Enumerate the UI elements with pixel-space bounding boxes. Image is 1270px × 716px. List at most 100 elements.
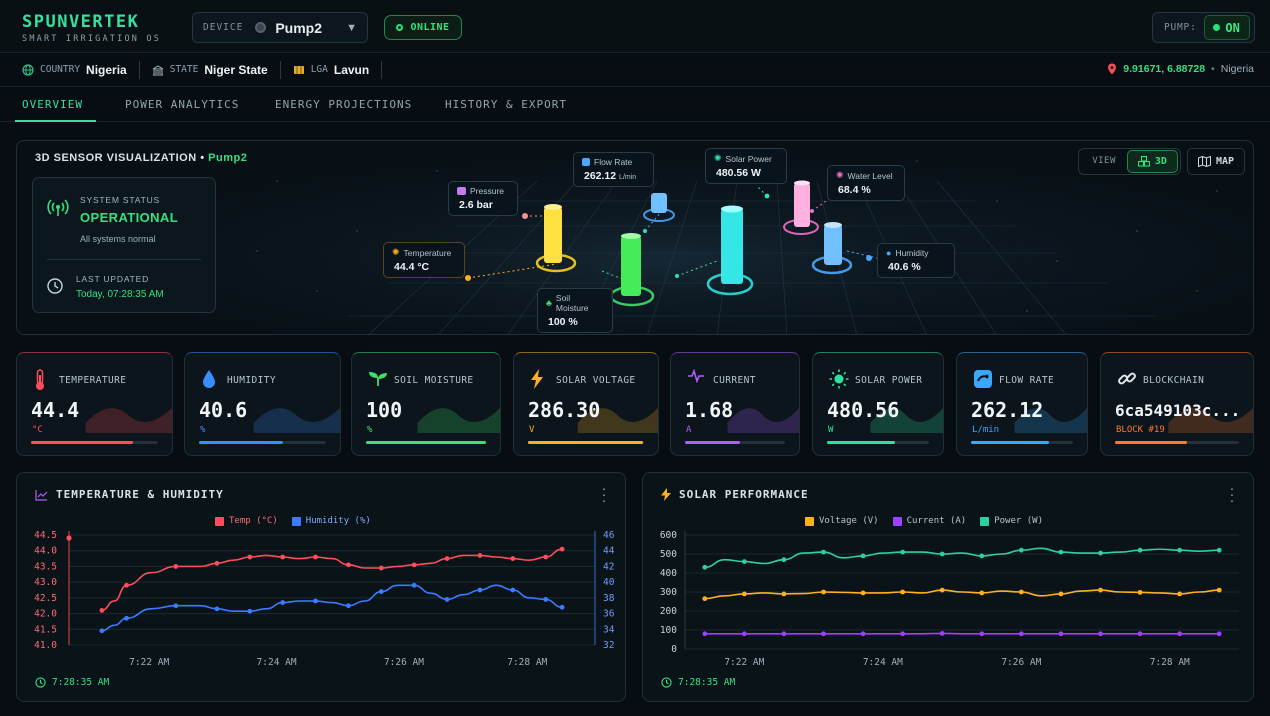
solar-performance-chart-panel: SOLAR PERFORMANCE · · · Voltage (V) Curren… <box>642 472 1254 702</box>
metric-progress-bar <box>528 441 644 444</box>
lightning-icon <box>530 369 544 394</box>
data-point <box>900 549 906 555</box>
data-point <box>1018 631 1024 637</box>
sensor-label-solar-power[interactable]: ✺ Solar Power 480.56 W <box>705 148 787 184</box>
data-point <box>124 582 129 588</box>
state-label: STATE <box>169 64 199 75</box>
data-point <box>173 603 179 609</box>
x-tick-label: 7:26 AM <box>1001 657 1041 668</box>
metric-card-solar-power[interactable]: SOLAR POWER 480.56 W <box>812 352 944 456</box>
clock-icon <box>661 677 672 688</box>
data-point <box>900 589 906 595</box>
legend-item[interactable]: Temp (°C) <box>215 516 278 526</box>
data-point <box>543 554 549 560</box>
solar-performance-plot[interactable]: 600 500 400 300 200 100 0 7:22 AM 7:24 AM 7:26 AM… <box>643 473 1255 703</box>
view-map-label: MAP <box>1215 155 1234 167</box>
connection-status-badge: ONLINE <box>384 15 462 40</box>
metric-card-humidity[interactable]: HUMIDITY 40.6 % <box>184 352 341 456</box>
metric-card-soil-moisture[interactable]: SOIL MOISTURE 100 % <box>351 352 501 456</box>
more-options-icon[interactable]: · · · <box>1229 480 1235 508</box>
data-point <box>741 591 747 597</box>
metric-value: 6ca549103c... <box>1115 401 1241 420</box>
view-map-button[interactable]: MAP <box>1186 147 1245 175</box>
y-left-tick-label: 42.0 <box>34 609 57 620</box>
data-point <box>1216 587 1222 593</box>
legend-item[interactable]: Power (W) <box>980 516 1043 526</box>
data-point <box>939 587 945 593</box>
y-left-tick-label: 44.5 <box>34 530 57 541</box>
data-point <box>444 556 450 561</box>
map-icon <box>1197 155 1211 167</box>
data-point <box>1018 547 1024 553</box>
sensor-label-soil-moisture[interactable]: ♣ Soil Moisture 100 % <box>537 288 613 333</box>
legend-item[interactable]: Humidity (%) <box>291 516 371 526</box>
chart-title: TEMPERATURE & HUMIDITY <box>35 488 224 501</box>
link-icon <box>1117 369 1137 394</box>
card-sparkline <box>870 408 943 433</box>
tab-power-analytics[interactable]: POWER ANALYTICS <box>125 98 240 111</box>
data-point <box>860 590 866 596</box>
flow-icon <box>582 158 590 166</box>
tab-history-export[interactable]: HISTORY & EXPORT <box>445 98 567 111</box>
device-select[interactable]: DEVICE Pump2 ▼ <box>192 12 368 43</box>
system-status-value: OPERATIONAL <box>80 210 179 225</box>
sensor-label-humidity[interactable]: ● Humidity 40.6 % <box>877 243 955 278</box>
data-point <box>821 549 826 555</box>
pump-label: PUMP: <box>1164 22 1197 33</box>
map-icon <box>293 65 304 74</box>
metric-unit: % <box>200 425 206 435</box>
chart-title: SOLAR PERFORMANCE <box>661 488 809 501</box>
last-updated-value: Today, 07:28:35 AM <box>76 289 164 300</box>
sensor-label-flow-rate[interactable]: Flow Rate 262.12 L/min <box>573 152 654 187</box>
tab-overview[interactable]: OVERVIEW <box>15 88 96 122</box>
legend-item[interactable]: Voltage (V) <box>805 516 879 526</box>
x-tick-label: 7:24 AM <box>257 657 297 668</box>
view-3d-button[interactable]: 3D <box>1126 149 1178 173</box>
gauge-icon <box>457 187 466 195</box>
sensor-label-temperature[interactable]: ✺ Temperature 44.4 °C <box>383 242 465 278</box>
data-point <box>173 564 179 569</box>
metric-progress-bar <box>199 441 326 444</box>
chart-timestamp: 7:28:35 AM <box>661 677 735 688</box>
data-point <box>280 554 286 560</box>
metric-card-flow-rate[interactable]: FLOW RATE 262.12 L/min <box>956 352 1088 456</box>
temperature-humidity-plot[interactable]: 44.5 44.0 43.5 43.0 42.5 42.0 41.5 41.0 46 44 42 40… <box>17 473 627 703</box>
x-tick-label: 7:22 AM <box>724 657 764 668</box>
data-point <box>1058 549 1064 555</box>
metric-progress-bar <box>31 441 158 444</box>
data-point <box>543 597 549 602</box>
metric-card-temperature[interactable]: TEMPERATURE 44.4 °C <box>16 352 173 456</box>
metric-label: SOLAR VOLTAGE <box>556 375 636 386</box>
sensor-label-pressure[interactable]: Pressure 2.6 bar <box>448 181 518 216</box>
chevron-down-icon: ▼ <box>346 21 357 34</box>
pump-toggle[interactable]: PUMP: ON <box>1152 12 1255 43</box>
data-point <box>510 587 516 593</box>
metric-progress-bar <box>827 441 929 444</box>
sensor-label-water-level[interactable]: ✺ Water Level 68.4 % <box>827 165 905 201</box>
sun-icon: ✺ <box>714 153 722 163</box>
coordinates-country: Nigeria <box>1220 63 1254 75</box>
x-tick-label: 7:22 AM <box>129 657 169 668</box>
device-value: Pump2 <box>275 19 323 36</box>
data-point <box>1177 547 1183 553</box>
tab-energy-projections[interactable]: ENERGY PROJECTIONS <box>275 98 413 111</box>
data-point <box>1018 589 1024 595</box>
data-point <box>781 631 787 637</box>
metric-card-blockchain[interactable]: BLOCKCHAIN 6ca549103c... BLOCK #19 <box>1100 352 1254 456</box>
wave-icon <box>973 369 993 394</box>
pump-state-button[interactable]: ON <box>1203 15 1250 40</box>
pump-state-text: ON <box>1225 20 1240 35</box>
data-point <box>821 589 826 595</box>
cubes-icon <box>1137 155 1150 167</box>
metric-value: 286.30 <box>528 398 601 422</box>
visualization-pump: Pump2 <box>208 152 248 164</box>
legend-item[interactable]: Current (A) <box>892 516 966 526</box>
sensor-name: Temperature <box>403 247 452 258</box>
metric-card-current[interactable]: CURRENT 1.68 A <box>670 352 800 456</box>
water-icon: ✺ <box>836 170 844 180</box>
metric-card-solar-voltage[interactable]: SOLAR VOLTAGE 286.30 V <box>513 352 659 456</box>
chart-line-icon <box>35 489 48 501</box>
metric-progress-bar <box>366 441 486 444</box>
more-options-icon[interactable]: · · · <box>601 480 607 508</box>
tab-bar: OVERVIEW POWER ANALYTICS ENERGY PROJECTI… <box>0 88 1270 122</box>
